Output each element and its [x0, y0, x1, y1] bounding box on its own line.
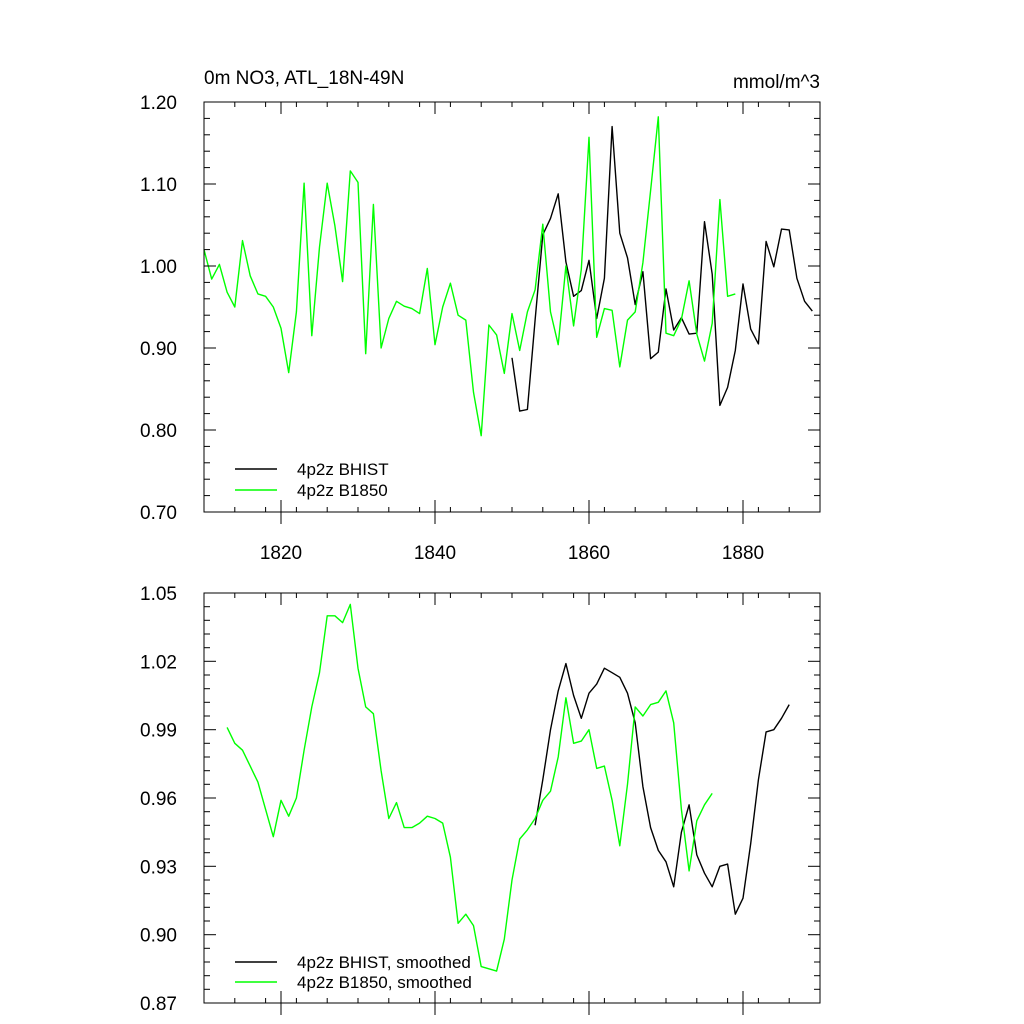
- y-tick-label: 1.05: [140, 584, 177, 605]
- top-panel-units: mmol/m^3: [733, 72, 820, 93]
- legend-label-bhist-smoothed: 4p2z BHIST, smoothed: [297, 953, 471, 972]
- y-tick-label: 0.99: [140, 721, 177, 742]
- y-tick-label: 1.02: [140, 652, 177, 673]
- bottom-panel-series: [226, 603, 790, 972]
- x-tick-label: 1840: [414, 543, 456, 564]
- top-panel-title: 0m NO3, ATL_18N-49N: [204, 68, 404, 89]
- series-line-b1850-smoothed: [226, 603, 713, 972]
- series-line-bhist: [511, 125, 813, 412]
- legend-label-bhist: 4p2z BHIST: [297, 460, 389, 479]
- y-tick-label: 0.90: [140, 339, 177, 360]
- y-tick-label: 0.87: [140, 994, 177, 1015]
- bottom-panel: 0.87 0.90 0.93 0.96 0.99 1.02 1.05 4p2z BHIST,…: [140, 584, 821, 1015]
- top-panel-ticks: 1820 1840 1860 1880 0.70 0.80 0.90 1.00 1.10 1.20: [140, 93, 820, 564]
- x-tick-label: 1880: [722, 543, 764, 564]
- y-tick-label: 0.80: [140, 421, 177, 442]
- y-tick-label: 0.70: [140, 503, 177, 524]
- top-panel-legend: 4p2z BHIST 4p2z B1850: [235, 460, 389, 500]
- y-tick-label: 1.00: [140, 257, 177, 278]
- bottom-panel-ticks: 0.87 0.90 0.93 0.96 0.99 1.02 1.05: [140, 584, 820, 1015]
- top-panel: 0m NO3, ATL_18N-49N mmol/m^3 1820 1840 186…: [140, 68, 821, 564]
- series-line-b1850: [203, 116, 736, 437]
- series-line-bhist-smoothed: [534, 662, 790, 915]
- top-panel-frame: [203, 101, 821, 513]
- legend-label-b1850-smoothed: 4p2z B1850, smoothed: [297, 973, 472, 992]
- y-tick-label: 0.96: [140, 789, 177, 810]
- y-tick-label: 1.20: [140, 93, 177, 114]
- legend-label-b1850: 4p2z B1850: [297, 481, 388, 500]
- y-tick-label: 1.10: [140, 175, 177, 196]
- x-tick-label: 1820: [260, 543, 302, 564]
- y-tick-label: 0.90: [140, 926, 177, 947]
- bottom-panel-frame: [203, 592, 821, 1004]
- bottom-panel-legend: 4p2z BHIST, smoothed 4p2z B1850, smoothe…: [235, 953, 472, 992]
- x-tick-label: 1860: [568, 543, 610, 564]
- y-tick-label: 0.93: [140, 857, 177, 878]
- top-panel-series: [203, 116, 813, 437]
